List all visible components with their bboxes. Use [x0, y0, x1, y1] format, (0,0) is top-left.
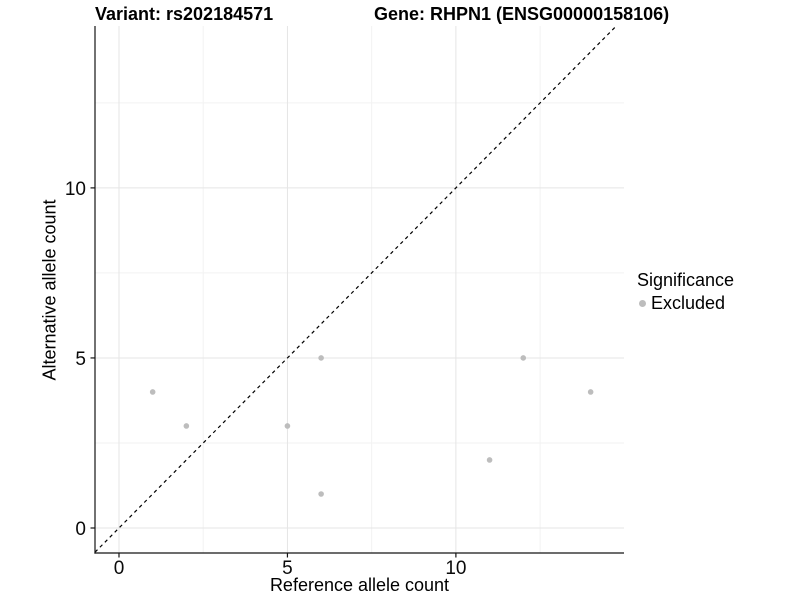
y-tick-label: 5 [75, 349, 86, 370]
x-tick-label: 10 [445, 558, 466, 579]
legend-item-excluded: Excluded [639, 293, 734, 314]
data-point [520, 355, 527, 361]
y-axis-title: Alternative allele count [39, 199, 60, 381]
data-point [587, 389, 594, 395]
x-tick-label: 5 [282, 558, 293, 579]
identity-line [94, 25, 617, 553]
y-tick-label: 10 [65, 179, 86, 200]
legend-item-label: Excluded [651, 293, 726, 313]
data-point [318, 355, 324, 361]
data-point [183, 423, 190, 429]
data-point [318, 491, 324, 497]
data-point [284, 423, 291, 429]
y-tick-label: 0 [75, 519, 86, 540]
x-tick-label: 0 [114, 558, 125, 579]
plot-title-gene: Gene: RHPN1 (ENSG00000158106) [374, 4, 670, 24]
x-axis-title: Reference allele count [269, 575, 450, 595]
data-point [149, 389, 156, 395]
legend: Significance Excluded [637, 270, 734, 314]
legend-title: Significance [637, 270, 735, 290]
data-point [486, 457, 493, 463]
legend-point-icon [639, 300, 646, 307]
plot-title-variant: Variant: rs202184571 [95, 4, 274, 24]
